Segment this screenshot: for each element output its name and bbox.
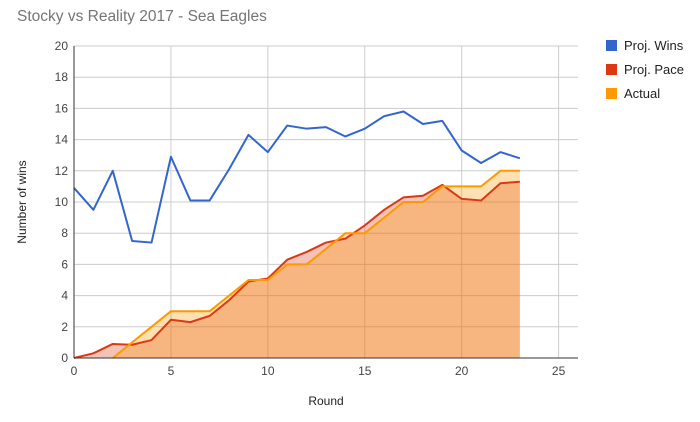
series-lines	[73, 110, 521, 359]
legend: Proj. Wins Proj. Pace Actual	[606, 38, 684, 101]
x-axis-label: Round	[308, 394, 343, 408]
legend-label: Actual	[624, 86, 660, 101]
x-tick-label: 10	[261, 364, 275, 378]
y-tick-label: 14	[55, 133, 69, 147]
y-tick-label: 0	[61, 351, 68, 365]
series-line-1	[73, 110, 521, 244]
legend-swatch	[606, 64, 617, 75]
y-tick-label: 4	[61, 289, 68, 303]
y-axis-label: Number of wins	[15, 160, 29, 243]
grid-lines	[74, 45, 578, 358]
legend-label: Proj. Wins	[624, 38, 684, 53]
legend-swatch	[606, 88, 617, 99]
legend-label: Proj. Pace	[624, 62, 684, 77]
x-tick-label: 25	[552, 364, 566, 378]
series-area-2	[74, 181, 520, 358]
x-tick-label: 20	[455, 364, 469, 378]
y-tick-label: 16	[55, 101, 69, 115]
y-tick-label: 2	[61, 320, 68, 334]
axes: 0 2 4 6 8 10 12 14 16 18 20 0 5 10 15 20 25	[55, 39, 578, 378]
y-tick-label: 18	[55, 70, 69, 84]
y-tick-label: 8	[61, 226, 68, 240]
y-tick-label: 12	[55, 164, 69, 178]
series-line-3	[112, 169, 520, 359]
y-tick-label: 20	[55, 39, 69, 53]
x-tick-label: 15	[358, 364, 372, 378]
y-tick-label: 6	[61, 257, 68, 271]
legend-swatch	[606, 40, 617, 51]
chart-title: Stocky vs Reality 2017 - Sea Eagles	[17, 8, 267, 25]
y-tick-label: 10	[55, 195, 69, 209]
x-tick-label: 0	[71, 364, 78, 378]
x-tick-label: 5	[168, 364, 175, 378]
